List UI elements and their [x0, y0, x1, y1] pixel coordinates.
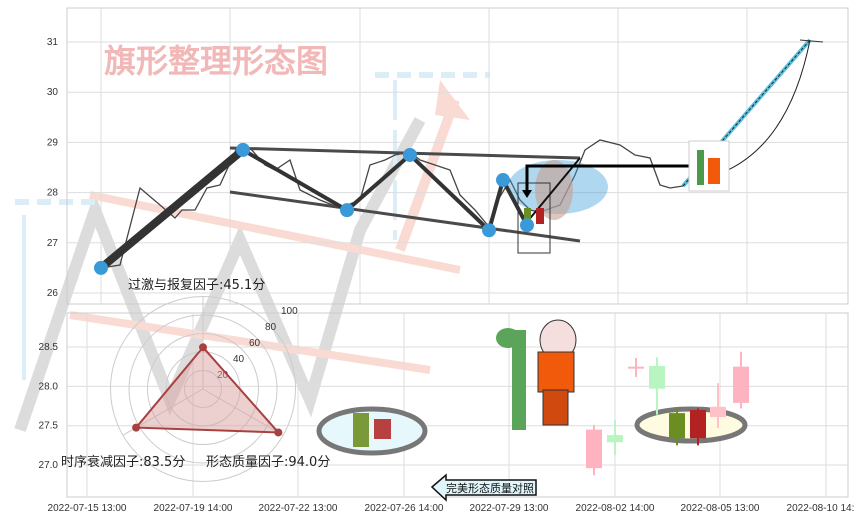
giraffe-head-icon: [496, 328, 520, 348]
xtick-label: 2022-07-15 13:00: [48, 503, 127, 514]
candle-body: [586, 429, 602, 469]
xtick-label: 2022-07-22 13:00: [259, 503, 338, 514]
pivot-point: [236, 142, 250, 157]
lower-trendline: [229, 190, 581, 243]
bottom-panel-frame: [66, 312, 849, 498]
radar-tick-label: 80: [265, 322, 277, 333]
mini-candle-green: [524, 208, 531, 220]
character-legs-icon: [542, 389, 569, 426]
bottom-ytick-label: 28.5: [39, 342, 59, 353]
radar-tick-label: 60: [249, 338, 261, 349]
background-illustration: [14, 72, 490, 432]
top-panel-frame: [66, 7, 849, 305]
factor-label-1: 形态质量因子:94.0分: [206, 455, 330, 470]
bottom-panel: [316, 319, 749, 476]
giraffe-icon: [512, 330, 526, 430]
radar-point: [132, 423, 141, 432]
candle-body: [607, 435, 623, 443]
top-panel: [94, 38, 824, 275]
radar-area: [134, 345, 281, 434]
xtick-label: 2022-07-26 14:00: [365, 503, 444, 514]
candle-body: [649, 365, 665, 389]
top-ytick-label: 30: [47, 87, 59, 98]
flagpole-line: [97, 145, 247, 272]
pointer-line: [525, 164, 690, 190]
bg-red-line-2: [69, 311, 431, 374]
pivot-point: [403, 147, 417, 162]
target-marker: [799, 39, 824, 43]
mini-candle-red: [536, 208, 544, 224]
pattern-zigzag: [241, 148, 529, 234]
callout-text: 完美形态质量对照: [446, 481, 534, 495]
pivot-point: [94, 260, 108, 275]
bg-arrow-head: [435, 80, 470, 120]
xtick-label: 2022-08-05 13:00: [681, 503, 760, 514]
candle-body: [669, 413, 685, 439]
radar-point: [274, 428, 283, 437]
radar-tick-label: 40: [233, 354, 245, 365]
xtick-label: 2022-08-02 14:00: [576, 503, 655, 514]
xtick-label: 2022-08-10 14:00: [787, 503, 854, 514]
radar-tick-label: 100: [281, 306, 298, 317]
giraffe-thumb-icon: [697, 150, 704, 185]
factor-label-2: 时序衰减因子:83.5分: [61, 454, 185, 470]
oval-candle-green: [353, 413, 369, 447]
pivot-point: [496, 173, 510, 188]
watermark-title: 旗形整理形态图: [104, 42, 328, 80]
factor-label-0: 过激与报复因子:45.1分: [128, 278, 265, 293]
breakout-line: [526, 157, 581, 223]
xtick-label: 2022-07-29 13:00: [470, 503, 549, 514]
top-ytick-label: 29: [47, 137, 59, 148]
top-ytick-label: 26: [47, 288, 59, 299]
top-ytick-label: 27: [47, 238, 59, 249]
bottom-ytick-label: 27.0: [39, 460, 59, 471]
pivot-point: [520, 218, 534, 233]
callout-button[interactable]: 完美形态质量对照: [430, 473, 537, 502]
pivot-point: [340, 203, 354, 218]
bg-arrow-shaft: [395, 98, 460, 252]
radar-chart: 20406080100: [110, 296, 298, 482]
bg-red-line: [89, 191, 461, 274]
candle-body: [710, 406, 726, 418]
candle-body: [628, 366, 644, 369]
pivot-point: [482, 223, 496, 238]
xtick-label: 2022-07-19 14:00: [154, 503, 233, 514]
oval-candle-red: [374, 419, 391, 439]
bottom-ytick-label: 28.0: [39, 381, 59, 392]
highlight-box: [517, 182, 551, 254]
labels: 过激与报复因子:45.1分 形态质量因子:94.0分 时序衰减因子:83.5分: [61, 278, 330, 470]
pointer-arrowhead-icon: [522, 190, 532, 198]
character-body-icon: [537, 351, 575, 393]
character-thumb-icon: [708, 158, 720, 184]
top-ytick-label: 31: [47, 37, 59, 48]
callout-arrow-shape: [430, 473, 537, 502]
comparison-oval-left: [316, 406, 428, 456]
target-arc: [727, 39, 811, 171]
candle-body: [690, 409, 706, 439]
top-ytick-label: 28: [47, 188, 59, 199]
radar-point: [199, 343, 207, 352]
bottom-ytick-label: 27.5: [39, 421, 59, 432]
candle-body: [733, 366, 749, 403]
